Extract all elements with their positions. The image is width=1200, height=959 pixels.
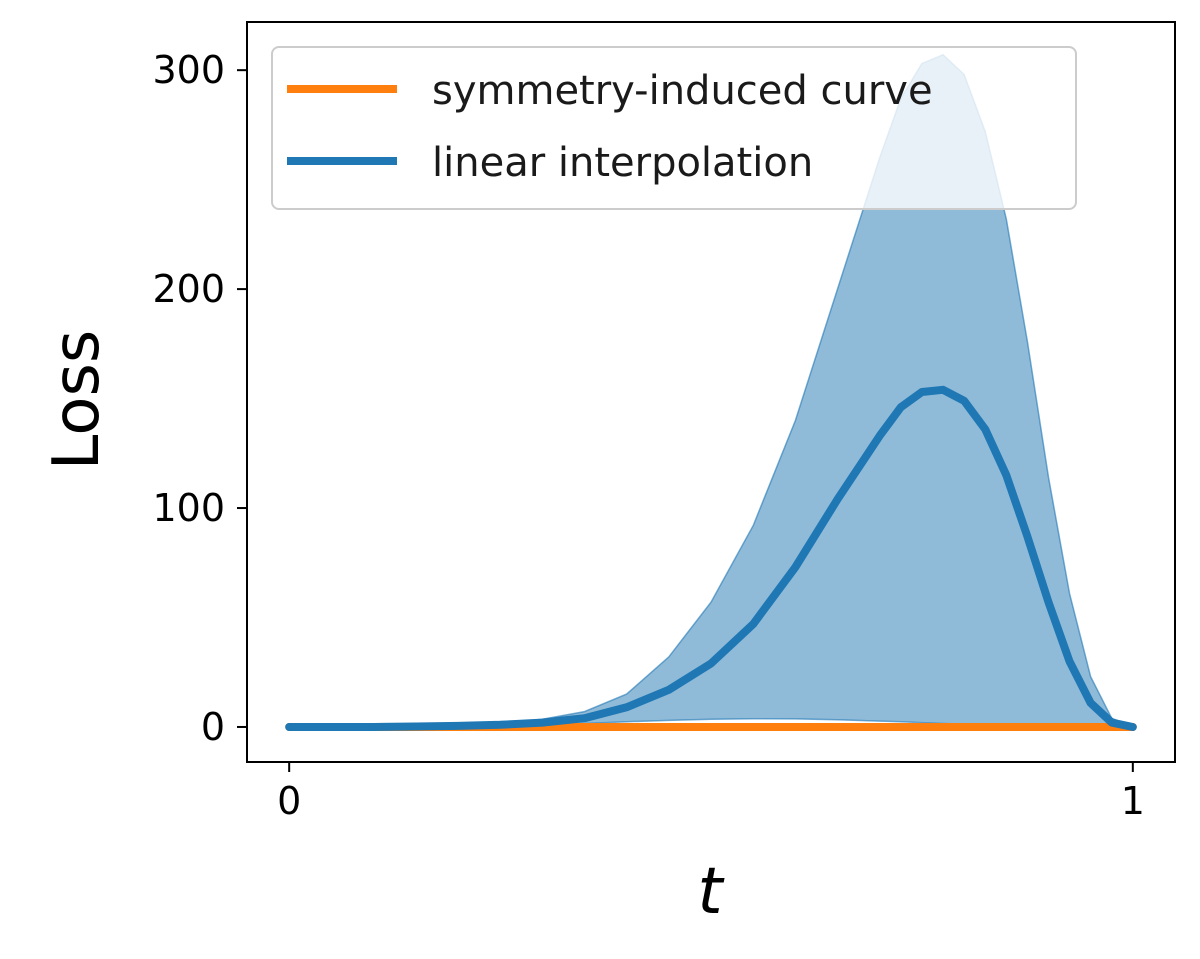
plot-frame: [246, 21, 1176, 763]
legend-label-symmetry-induced-curve: symmetry-induced curve: [432, 68, 933, 114]
y-tick-label: 200: [152, 267, 225, 311]
y-axis-label: Loss: [40, 330, 114, 470]
legend: symmetry-induced curve linear interpolat…: [271, 46, 1077, 210]
series-line-layer: [285, 385, 1137, 731]
y-tick-label: 0: [201, 705, 225, 749]
y-tick-label: 100: [152, 486, 225, 530]
x-axis-label: t: [697, 855, 725, 929]
y-tick-label: 300: [152, 48, 225, 92]
x-tick-label: 1: [1121, 779, 1145, 823]
legend-label-linear-interpolation: linear interpolation: [432, 140, 813, 186]
legend-box: [271, 46, 1077, 210]
x-tick-label: 0: [277, 779, 301, 823]
series-line-1: [285, 385, 1137, 731]
y-axis-ticks: 0 100 200 300: [152, 48, 247, 749]
